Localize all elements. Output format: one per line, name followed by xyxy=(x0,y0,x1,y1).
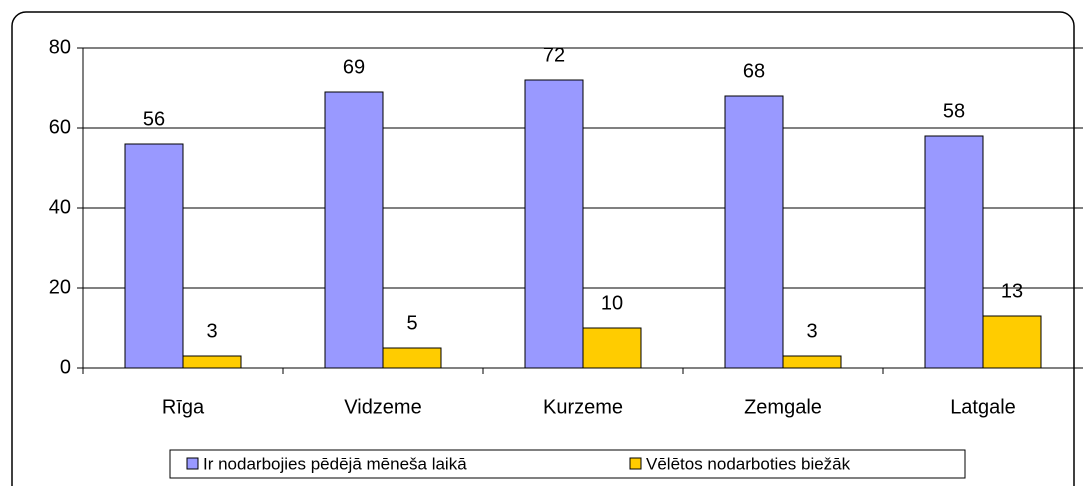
x-tick-label: Zemgale xyxy=(744,396,822,418)
data-label: 69 xyxy=(343,56,365,78)
bar xyxy=(724,95,784,369)
legend-label: Ir nodarbojies pēdējā mēneša laikā xyxy=(203,454,467,473)
x-tick-label: Vidzeme xyxy=(344,396,421,418)
bar xyxy=(982,315,1042,369)
legend-box xyxy=(169,449,966,479)
data-label: 58 xyxy=(943,100,965,122)
legend-swatch xyxy=(186,457,199,470)
bar xyxy=(124,143,184,369)
bar xyxy=(582,327,642,369)
x-tick-label: Latgale xyxy=(950,396,1016,418)
y-tick-label: 60 xyxy=(49,116,71,138)
legend-label: Vēlētos nodarboties biežāk xyxy=(646,454,851,473)
y-tick-label: 20 xyxy=(49,276,71,298)
bar xyxy=(924,135,984,369)
y-tick-label: 80 xyxy=(49,36,71,58)
data-label: 10 xyxy=(601,292,623,314)
x-tick-label: Rīga xyxy=(162,396,205,418)
legend-swatch xyxy=(629,457,642,470)
y-tick-label: 0 xyxy=(60,356,71,378)
data-label: 72 xyxy=(543,44,565,66)
bar xyxy=(324,91,384,369)
bar xyxy=(782,355,842,369)
bar xyxy=(382,347,442,369)
data-label: 13 xyxy=(1001,280,1023,302)
bar xyxy=(524,79,584,369)
data-label: 5 xyxy=(406,312,417,334)
data-label: 56 xyxy=(143,108,165,130)
x-tick-label: Kurzeme xyxy=(543,396,623,418)
data-label: 3 xyxy=(206,320,217,342)
data-label: 68 xyxy=(743,60,765,82)
y-tick-label: 40 xyxy=(49,196,71,218)
bar xyxy=(182,355,242,369)
data-label: 3 xyxy=(806,320,817,342)
